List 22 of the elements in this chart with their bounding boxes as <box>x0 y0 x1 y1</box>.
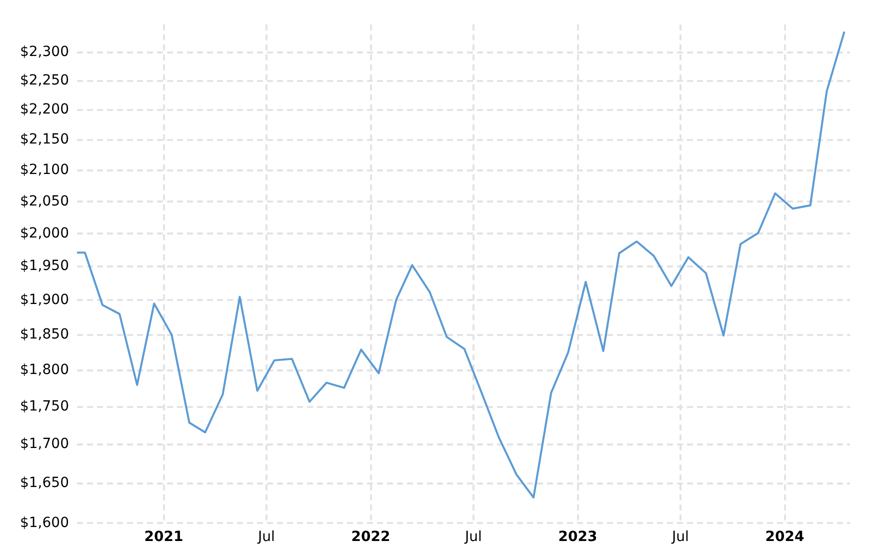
x-tick-label: Jul <box>670 529 689 546</box>
y-tick-label: $2,100 <box>20 162 69 178</box>
y-tick-label: $1,800 <box>20 362 69 378</box>
y-tick-label: $1,900 <box>20 292 69 308</box>
y-tick-label: $1,950 <box>20 258 69 274</box>
y-tick-label: $2,050 <box>20 193 69 210</box>
x-tick-label: 2021 <box>144 529 184 546</box>
y-tick-label: $2,250 <box>20 72 69 88</box>
x-tick-label: Jul <box>464 529 482 546</box>
y-tick-label: $2,150 <box>20 131 69 148</box>
y-tick-label: $2,000 <box>20 225 69 242</box>
y-tick-label: $1,750 <box>20 398 69 415</box>
y-tick-label: $2,200 <box>20 102 69 118</box>
y-tick-label: $2,300 <box>20 44 69 60</box>
x-tick-label: 2022 <box>351 529 390 546</box>
x-tick-label: 2023 <box>558 529 598 546</box>
y-tick-label: $1,650 <box>20 474 69 491</box>
y-tick-label: $1,700 <box>20 436 69 452</box>
y-tick-label: $1,850 <box>20 326 69 342</box>
y-tick-label: $1,600 <box>20 514 69 531</box>
x-tick-label: Jul <box>256 529 275 546</box>
x-tick-label: 2024 <box>765 529 805 546</box>
